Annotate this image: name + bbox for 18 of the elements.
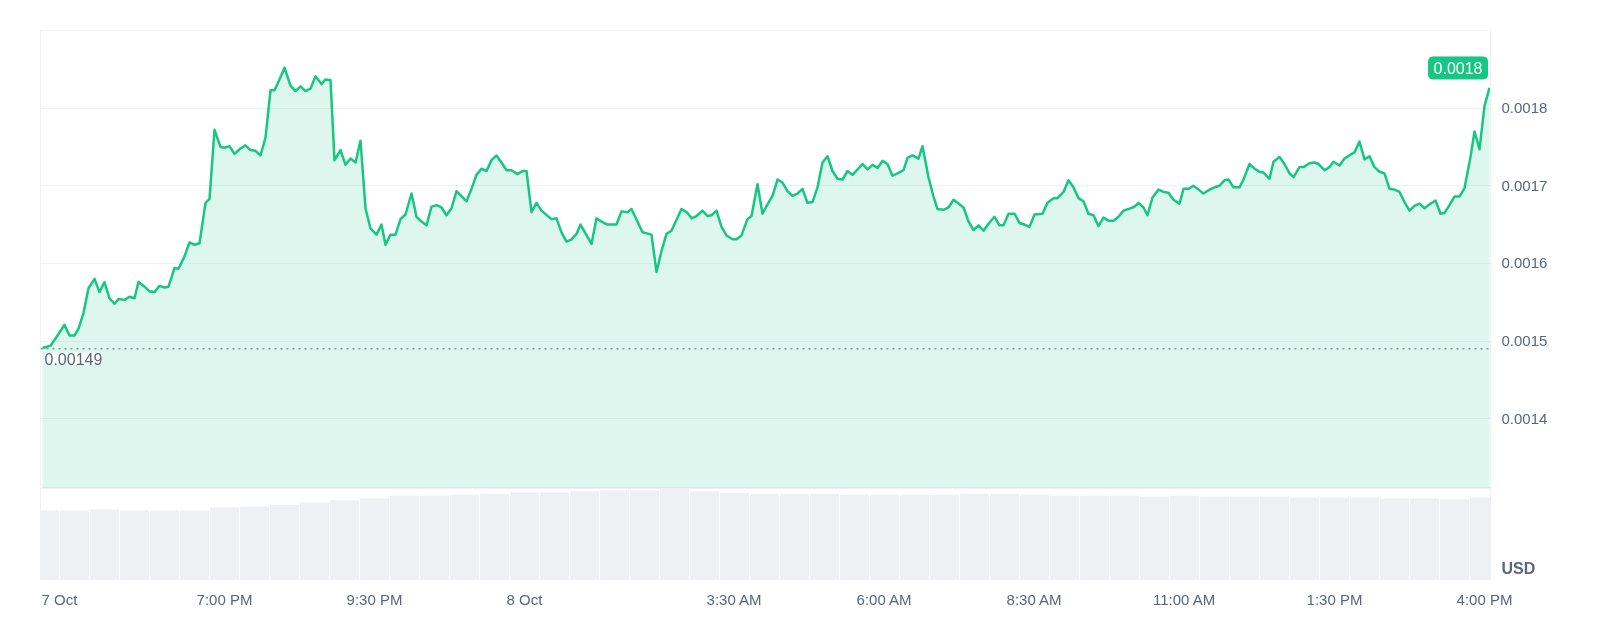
x-tick-label: 9:30 PM (346, 590, 403, 608)
y-tick-label: 0.0015 (1501, 332, 1548, 350)
x-tick-label: 7 Oct (41, 590, 79, 608)
x-tick-label: 3:30 AM (706, 590, 762, 608)
x-tick-label: 8:30 AM (1006, 590, 1062, 608)
x-tick-label: 8 Oct (506, 590, 544, 608)
x-tick-label: 6:00 AM (856, 590, 912, 608)
y-tick-label: 0.0014 (1501, 409, 1548, 427)
y-tick-label: 0.0016 (1501, 254, 1548, 272)
x-tick-label: 11:00 AM (1152, 590, 1216, 608)
x-tick-label: 1:30 PM (1306, 590, 1363, 608)
annotation: 0.0018 (1433, 59, 1483, 77)
y-axis-title: USD (1501, 560, 1536, 578)
y-tick-label: 0.0017 (1501, 176, 1548, 194)
y-tick-label: 0.0018 (1501, 99, 1548, 117)
ref-line-label: 0.00149 (44, 350, 103, 368)
x-tick-label: 4:00 PM (1456, 590, 1513, 608)
x-tick-label: 7:00 PM (196, 590, 253, 608)
